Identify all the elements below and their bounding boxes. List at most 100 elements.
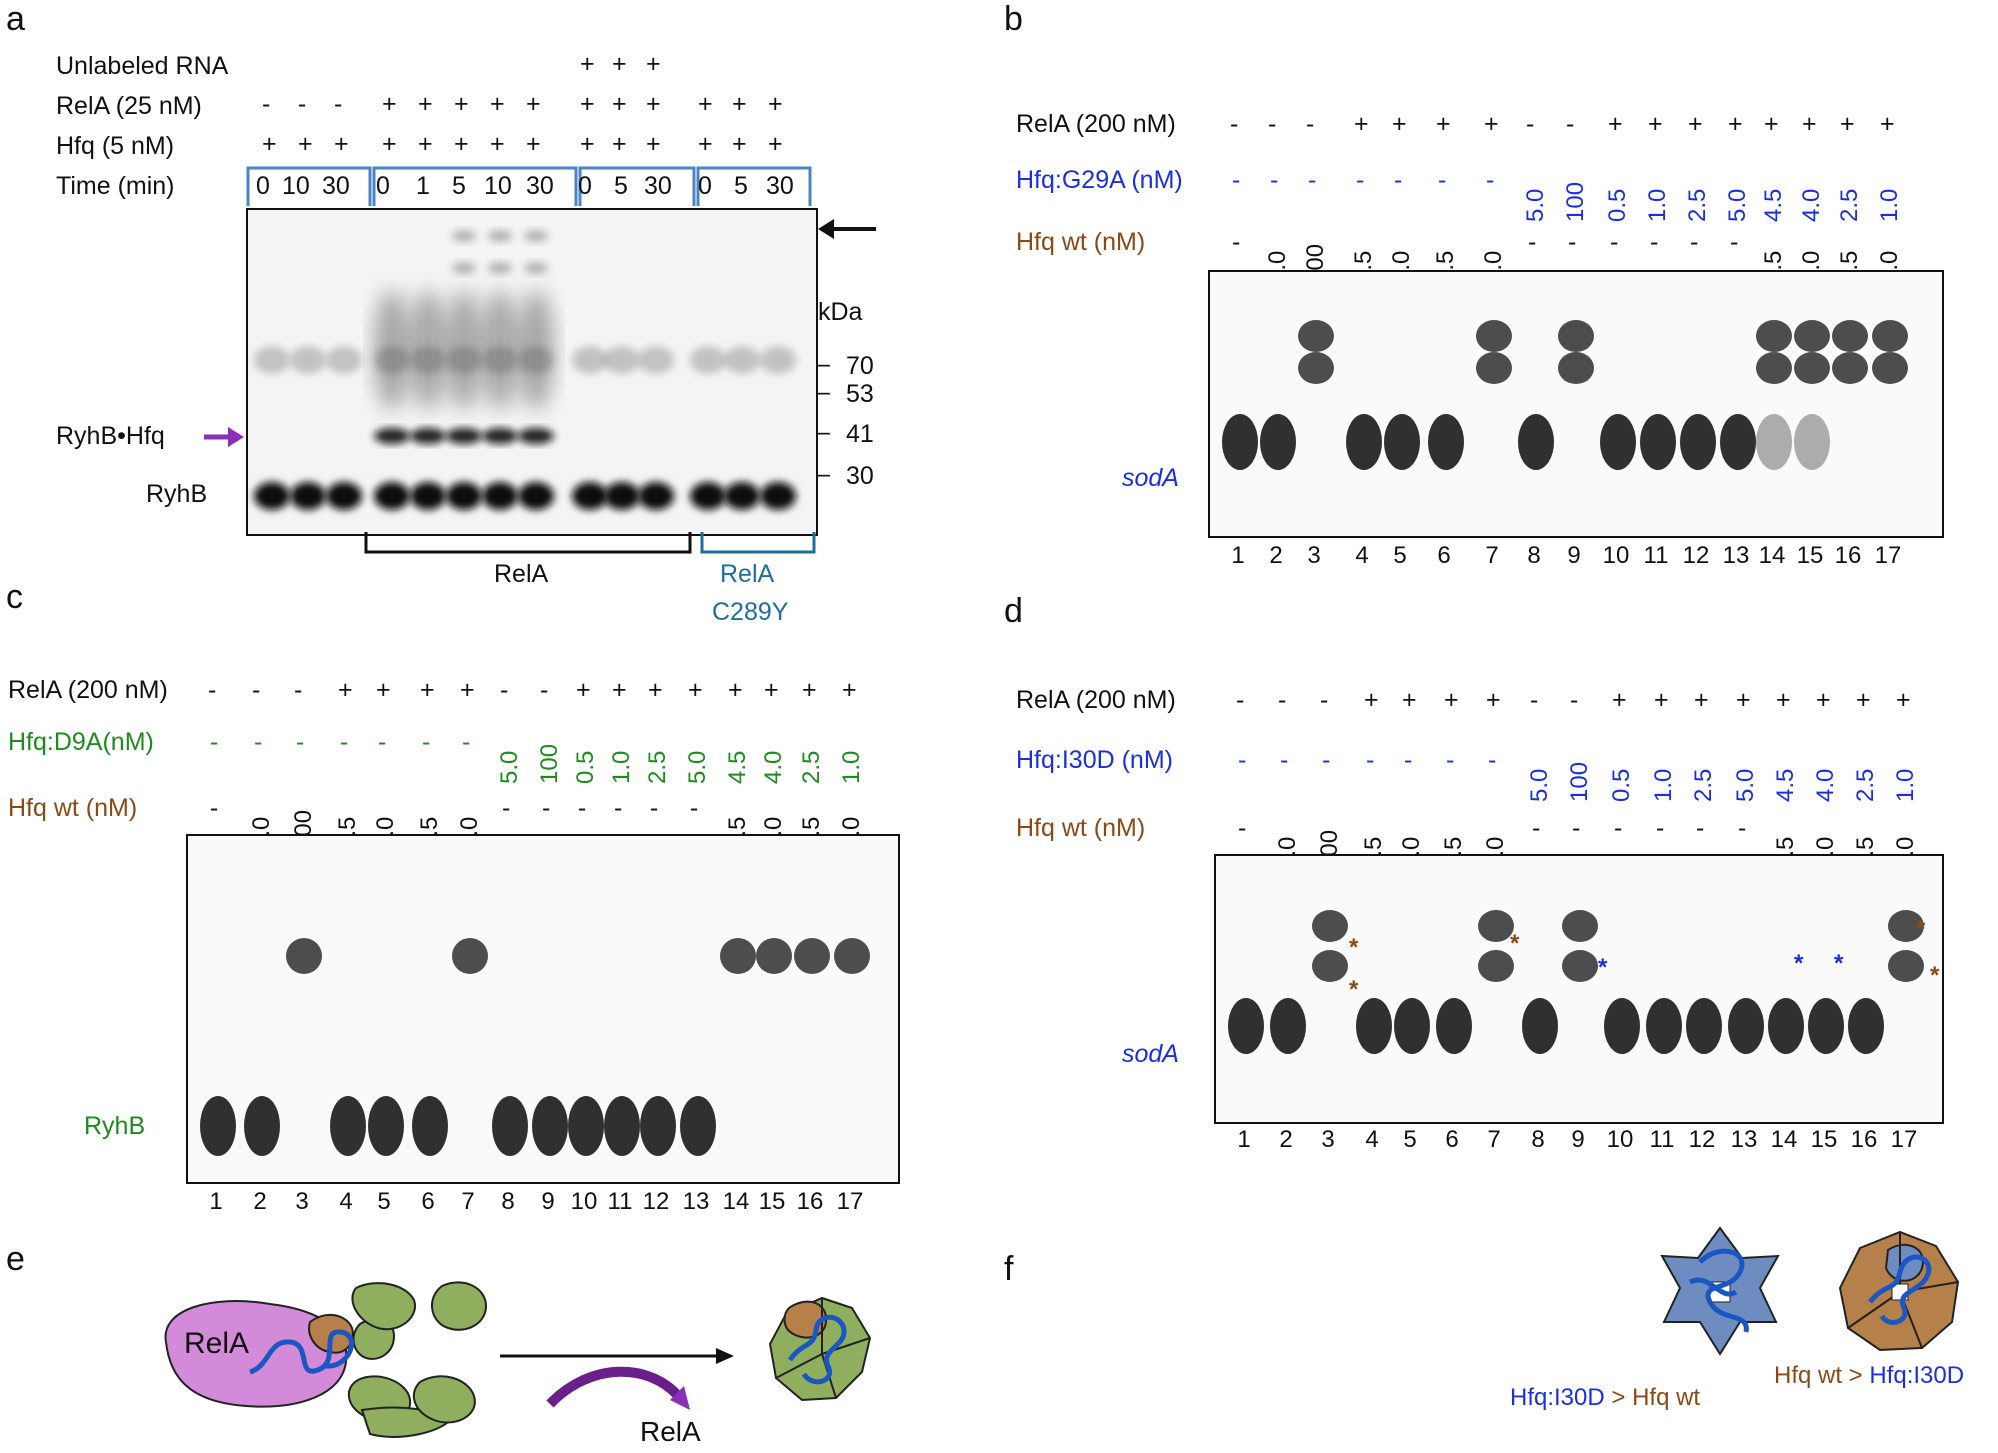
- mutant-value: -: [1356, 166, 1365, 194]
- lane-number: 5: [377, 1188, 391, 1215]
- gel-band: [374, 290, 410, 410]
- gel-c: [186, 834, 900, 1184]
- unlabeled-sign: +: [612, 50, 627, 78]
- gel-b-bands: [1222, 320, 1908, 470]
- gel-band: [482, 482, 518, 510]
- mutant-value: 100: [1562, 181, 1589, 222]
- lane-number: 6: [421, 1188, 435, 1215]
- lane-number: 2: [1279, 1126, 1293, 1153]
- rela-sign: +: [580, 90, 595, 118]
- rela-sign: +: [1840, 110, 1855, 138]
- rela-sign: -: [1320, 686, 1329, 714]
- gel-band: [532, 1096, 568, 1156]
- lane-number: 1: [209, 1188, 223, 1215]
- hfq-sign: +: [490, 130, 505, 158]
- mutant-value: 4.5: [724, 750, 751, 784]
- band-label-complex: RyhB•Hfq: [56, 422, 165, 450]
- gel-band: [1222, 414, 1258, 470]
- gel-band: [446, 290, 482, 410]
- panel-a-top-arrow: [818, 219, 876, 239]
- unlabeled-sign: +: [580, 50, 595, 78]
- gel-band: [1394, 998, 1430, 1054]
- gel-band: [1848, 998, 1884, 1054]
- wt-value: -: [650, 794, 659, 822]
- rela-sign: +: [732, 90, 747, 118]
- lane-number: 3: [1321, 1126, 1335, 1153]
- rela-sign: -: [1570, 686, 1579, 714]
- mutant-value: -: [378, 728, 387, 756]
- rela-sign: +: [1484, 110, 1499, 138]
- d-band-label: sodA: [1122, 1040, 1179, 1068]
- b-row-mutant: Hfq:G29A (nM): [1016, 166, 1183, 194]
- time-value: 0: [376, 172, 390, 200]
- gel-band: [1558, 320, 1594, 352]
- gel-band: [1832, 352, 1868, 384]
- mutant-value: -: [1486, 166, 1495, 194]
- gel-band: [1260, 414, 1296, 470]
- gel-band: [1298, 320, 1334, 352]
- mutant-value: -: [254, 728, 263, 756]
- mutant-value: -: [1438, 166, 1447, 194]
- mutant-value: 100: [1566, 761, 1593, 802]
- asterisk: *: [1598, 954, 1608, 981]
- e-rela-label: RelA: [184, 1327, 250, 1360]
- wt-value: -: [1690, 228, 1699, 256]
- gel-band: [638, 482, 674, 510]
- asterisk: *: [1930, 962, 1940, 989]
- rela-sign: +: [1648, 110, 1663, 138]
- lane-number: 2: [253, 1188, 267, 1215]
- rela-sign: +: [490, 90, 505, 118]
- row-time: Time (min): [56, 172, 175, 200]
- asterisk: *: [1349, 934, 1359, 961]
- time-value: 5: [452, 172, 466, 200]
- mutant-value: -: [340, 728, 349, 756]
- panel-c-label: c: [6, 578, 23, 616]
- rela-sign: +: [1764, 110, 1779, 138]
- marker-tick: –: [816, 418, 830, 446]
- gel-band: [488, 262, 512, 274]
- gel-band: [1888, 950, 1924, 982]
- gel-band: [1794, 320, 1830, 352]
- gel-band: [1384, 414, 1420, 470]
- gel-band: [1756, 414, 1792, 470]
- gel-band: [200, 1096, 236, 1156]
- band-label-free: RyhB: [146, 480, 208, 508]
- mutant-value: 1.0: [608, 750, 635, 784]
- rela-sign: +: [1436, 110, 1451, 138]
- rela-sign: +: [382, 90, 397, 118]
- rela-sign: +: [1736, 686, 1751, 714]
- time-value: 0: [698, 172, 712, 200]
- b-band-label: sodA: [1122, 464, 1179, 492]
- gel-band: [756, 938, 792, 974]
- rela-sign: +: [1896, 686, 1911, 714]
- rela-sign: -: [1268, 110, 1277, 138]
- lane-number: 17: [836, 1188, 864, 1215]
- rela-sign: +: [698, 90, 713, 118]
- lane-number: 4: [1355, 542, 1369, 569]
- wt-value: -: [1730, 228, 1739, 256]
- d-row-wt: Hfq wt (nM): [1016, 814, 1146, 842]
- gel-band: [452, 938, 488, 974]
- mutant-value: -: [1366, 746, 1375, 774]
- purple-arrow-icon: [204, 427, 244, 447]
- rela-sign: +: [764, 676, 779, 704]
- asterisk: *: [1794, 950, 1804, 977]
- time-value: 5: [614, 172, 628, 200]
- panel-f-label: f: [1004, 1250, 1014, 1288]
- panel-b-label: b: [1004, 0, 1023, 38]
- hfq-sign: +: [646, 130, 661, 158]
- gel-band: [794, 938, 830, 974]
- mutant-value: 2.5: [1836, 188, 1863, 222]
- rela-sign: +: [1612, 686, 1627, 714]
- lane-number: 10: [1606, 1126, 1634, 1153]
- bracket-label-mutant-line2: C289Y: [712, 598, 789, 626]
- gel-band: [374, 428, 410, 444]
- rela-sign: +: [1486, 686, 1501, 714]
- mutant-value: 2.5: [1690, 768, 1717, 802]
- f-caption-right-mutant: Hfq:I30D: [1869, 1362, 1965, 1389]
- c-row-wt: Hfq wt (nM): [8, 794, 138, 822]
- rela-sign: +: [526, 90, 541, 118]
- wt-value: -: [1238, 814, 1247, 842]
- rela-sign: +: [648, 676, 663, 704]
- gel-band: [254, 482, 290, 510]
